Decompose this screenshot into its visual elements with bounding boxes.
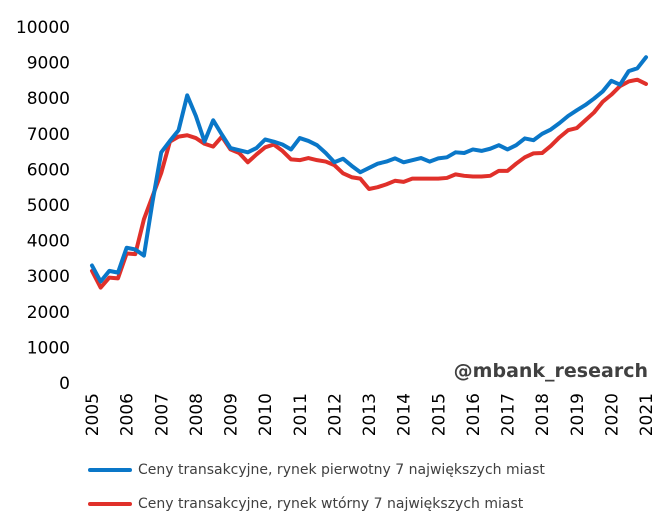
y-tick-label: 9000 bbox=[27, 54, 70, 74]
x-tick-label: 2017 bbox=[499, 393, 519, 436]
legend-label-primary: Ceny transakcyjne, rynek pierwotny 7 naj… bbox=[138, 462, 545, 478]
x-tick-label: 2010 bbox=[256, 393, 276, 436]
y-tick-label: 1000 bbox=[27, 338, 70, 358]
x-tick-label: 2008 bbox=[187, 393, 207, 436]
line-chart: 0 1000 2000 3000 4000 5000 6000 7000 8000 9000 100… bbox=[16, 18, 657, 436]
x-tick-label: 2005 bbox=[83, 393, 103, 436]
x-tick-label: 2012 bbox=[325, 393, 345, 436]
series-layer bbox=[90, 55, 648, 290]
x-tick-label: 2009 bbox=[222, 393, 242, 436]
x-tick-label: 2020 bbox=[602, 393, 622, 436]
series-line-primary bbox=[90, 55, 648, 284]
y-tick-label: 3000 bbox=[27, 267, 70, 287]
x-tick-label: 2006 bbox=[118, 393, 138, 436]
legend-item-secondary: Ceny transakcyjne, rynek wtórny 7 najwię… bbox=[88, 496, 523, 512]
legend-label-secondary: Ceny transakcyjne, rynek wtórny 7 najwię… bbox=[138, 496, 524, 512]
x-tick-label: 2011 bbox=[291, 393, 311, 436]
legend-swatch-primary bbox=[88, 468, 132, 472]
series-line-secondary bbox=[90, 77, 648, 290]
legend-item-primary: Ceny transakcyjne, rynek pierwotny 7 naj… bbox=[88, 462, 545, 478]
y-tick-label: 5000 bbox=[27, 196, 70, 216]
y-tick-label: 4000 bbox=[27, 232, 70, 252]
y-tick-label: 0 bbox=[59, 374, 70, 394]
x-tick-label: 2014 bbox=[395, 393, 415, 436]
legend-swatch-secondary bbox=[88, 502, 132, 506]
x-tick-label: 2018 bbox=[533, 393, 553, 436]
x-tick-label: 2015 bbox=[429, 393, 449, 436]
watermark-text: @mbank_research bbox=[454, 360, 648, 382]
x-axis: 2005 2006 2007 2008 2009 2010 2011 2012 2013 2014… bbox=[83, 393, 657, 436]
x-tick-label: 2016 bbox=[464, 393, 484, 436]
y-axis: 0 1000 2000 3000 4000 5000 6000 7000 8000 9000 100… bbox=[16, 18, 70, 394]
y-tick-label: 10000 bbox=[16, 18, 70, 38]
x-tick-label: 2019 bbox=[568, 393, 588, 436]
y-tick-label: 2000 bbox=[27, 303, 70, 323]
y-tick-label: 6000 bbox=[27, 160, 70, 180]
y-tick-label: 8000 bbox=[27, 89, 70, 109]
x-tick-label: 2021 bbox=[637, 393, 657, 436]
y-tick-label: 7000 bbox=[27, 125, 70, 145]
x-tick-label: 2013 bbox=[360, 393, 380, 436]
x-tick-label: 2007 bbox=[152, 393, 172, 436]
